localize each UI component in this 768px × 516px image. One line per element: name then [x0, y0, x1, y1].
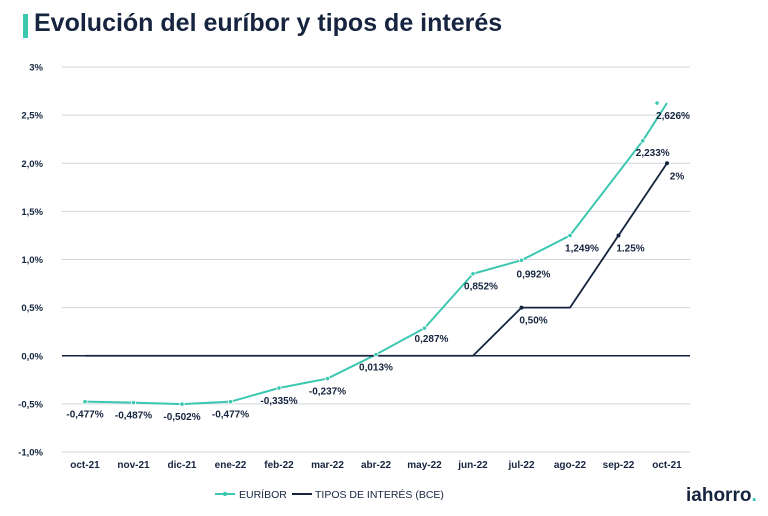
euribor-data-label: 0,992% [517, 269, 551, 280]
bce-data-label: 1.25% [616, 243, 644, 254]
euribor-point [567, 232, 573, 239]
y-tick-label: 3% [29, 63, 43, 74]
euribor-point [654, 100, 660, 106]
euribor-point [130, 400, 137, 406]
x-tick-label: feb-22 [264, 460, 294, 471]
y-tick-label: 1,0% [21, 255, 43, 266]
euribor-data-label: -0,237% [309, 387, 346, 398]
logo-text: iahorro [686, 485, 752, 506]
y-tick-label: -1,0% [18, 448, 43, 459]
x-tick-label: ago-22 [554, 460, 587, 471]
euribor-point [470, 271, 476, 277]
legend-label-euribor: EURÍBOR [239, 488, 287, 501]
y-tick-label: 0,5% [21, 303, 43, 314]
x-tick-label: abr-22 [361, 460, 391, 471]
title-accent-bar [23, 14, 28, 38]
y-tick-label: 1,5% [21, 207, 43, 218]
euribor-point [82, 399, 88, 405]
x-tick-label: nov-21 [117, 460, 150, 471]
euribor-point [227, 399, 234, 405]
euribor-data-label: -0,335% [260, 396, 297, 407]
x-tick-label: jul-22 [507, 460, 535, 471]
legend-marker-euribor [222, 491, 228, 497]
x-tick-label: jun-22 [457, 460, 488, 471]
y-tick-label: 2,5% [21, 111, 43, 122]
chart-title: Evolución del euríbor y tipos de interés [34, 9, 503, 37]
euribor-data-label: -0,487% [115, 411, 152, 422]
euribor-data-label: 2,233% [636, 148, 670, 159]
euribor-data-label: -0,477% [66, 410, 103, 421]
euribor-data-label: 0,287% [415, 334, 449, 345]
iahorro-logo: iahorro. [686, 485, 757, 507]
euribor-point [324, 375, 331, 382]
euribor-data-label: 1,249% [565, 244, 599, 255]
bce-data-label: 2% [670, 171, 685, 182]
x-tick-label: dic-21 [168, 460, 197, 471]
euribor-data-label: 0,852% [464, 282, 498, 293]
x-tick-label: may-22 [407, 460, 442, 471]
euribor-point [421, 325, 428, 331]
x-tick-label: ene-22 [215, 460, 247, 471]
x-tick-label: mar-22 [311, 460, 344, 471]
euribor-data-label: 2,626% [656, 111, 690, 122]
euribor-point [276, 385, 282, 391]
bce-point [665, 161, 669, 166]
euribor-point [179, 401, 185, 407]
bce-data-label: 0,50% [519, 316, 547, 327]
euribor-data-label: 0,013% [359, 362, 393, 373]
euribor-point [518, 257, 525, 263]
bce-point [616, 233, 621, 238]
x-tick-label: oct-21 [70, 460, 100, 471]
x-tick-label: oct-21 [652, 460, 682, 471]
logo-dot: . [751, 485, 757, 506]
bce-point [519, 305, 524, 310]
euribor-point [640, 138, 646, 144]
y-tick-label: 0,0% [21, 351, 43, 362]
y-tick-label: 2,0% [21, 159, 43, 170]
x-tick-label: sep-22 [603, 460, 635, 471]
legend-label-bce: TIPOS DE INTERÉS (BCE) [315, 488, 444, 501]
euribor-point [373, 351, 379, 358]
y-tick-label: -0,5% [18, 399, 43, 410]
euribor-data-label: -0,477% [212, 410, 249, 421]
euribor-data-label: -0,502% [163, 412, 200, 423]
